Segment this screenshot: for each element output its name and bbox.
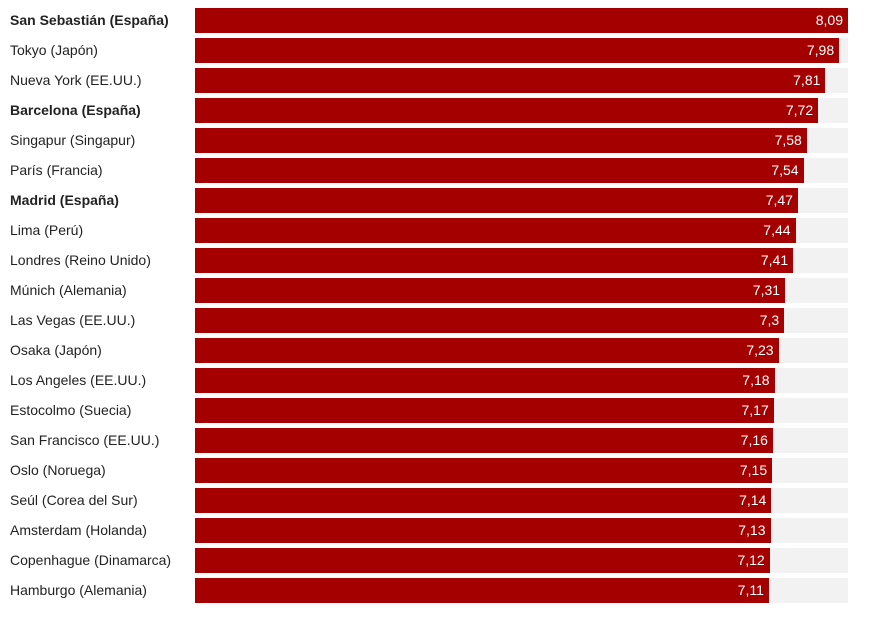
bar <box>195 398 774 423</box>
bar-row: Tokyo (Japón) 7,98 <box>0 38 882 63</box>
value-label: 7,3 <box>759 312 780 328</box>
value-label: 7,31 <box>752 282 781 298</box>
bar-row: Estocolmo (Suecia) 7,17 <box>0 398 882 423</box>
bar-row: Los Angeles (EE.UU.) 7,18 <box>0 368 882 393</box>
category-label: Singapur (Singapur) <box>10 132 136 148</box>
category-label: Osaka (Japón) <box>10 342 102 358</box>
bar <box>195 428 773 453</box>
bar-row: Singapur (Singapur) 7,58 <box>0 128 882 153</box>
category-label: Nueva York (EE.UU.) <box>10 72 142 88</box>
bar-row: París (Francia) 7,54 <box>0 158 882 183</box>
bar <box>195 548 770 573</box>
category-label: Madrid (España) <box>10 192 119 208</box>
bar <box>195 278 786 303</box>
bar-row: Osaka (Japón) 7,23 <box>0 338 882 363</box>
value-label: 7,44 <box>763 222 791 238</box>
value-label: 8,09 <box>815 12 843 28</box>
value-label: 7,13 <box>738 522 766 538</box>
value-label: 7,11 <box>737 582 764 598</box>
category-label: Lima (Perú) <box>10 222 84 238</box>
bar <box>195 188 798 213</box>
bar <box>195 578 769 603</box>
bar <box>195 248 794 273</box>
value-label: 7,58 <box>774 132 802 148</box>
value-label: 7,98 <box>806 42 835 58</box>
bar-row: Lima (Perú) 7,44 <box>0 218 882 243</box>
category-label: Londres (Reino Unido) <box>10 252 151 268</box>
bar-row: Seúl (Corea del Sur) 7,14 <box>0 488 882 513</box>
bar <box>195 98 819 123</box>
category-label: Las Vegas (EE.UU.) <box>10 312 136 328</box>
category-label: Oslo (Noruega) <box>10 462 106 478</box>
bar <box>195 38 840 63</box>
category-label: San Sebastián (España) <box>10 12 169 28</box>
value-label: 7,18 <box>742 372 770 388</box>
value-label: 7,54 <box>771 162 799 178</box>
category-label: Múnich (Alemania) <box>10 282 127 298</box>
bar-row: Nueva York (EE.UU.) 7,81 <box>0 68 882 93</box>
bar-row: San Francisco (EE.UU.) 7,16 <box>0 428 882 453</box>
category-label: Seúl (Corea del Sur) <box>10 492 138 508</box>
value-label: 7,15 <box>739 462 768 478</box>
bar <box>195 488 772 513</box>
category-label: Los Angeles (EE.UU.) <box>10 372 147 388</box>
category-label: Hamburgo (Alemania) <box>10 582 147 598</box>
bar-row: Barcelona (España) 7,72 <box>0 98 882 123</box>
bar-row: Las Vegas (EE.UU.) 7,3 <box>0 308 882 333</box>
value-label: 7,14 <box>739 492 767 508</box>
value-label: 7,81 <box>793 72 821 88</box>
category-label: Copenhague (Dinamarca) <box>10 552 172 568</box>
bar <box>195 368 775 393</box>
value-label: 7,12 <box>737 552 765 568</box>
bar-row: Múnich (Alemania) 7,31 <box>0 278 882 303</box>
bar <box>195 338 779 363</box>
category-label: Amsterdam (Holanda) <box>10 522 147 538</box>
value-label: 7,47 <box>765 192 793 208</box>
value-label: 7,72 <box>785 102 814 118</box>
bar-row: Londres (Reino Unido) 7,41 <box>0 248 882 273</box>
bar-row: Oslo (Noruega) 7,15 <box>0 458 882 483</box>
category-label: San Francisco (EE.UU.) <box>10 432 160 448</box>
bar <box>195 308 785 333</box>
bar <box>195 458 773 483</box>
bar <box>195 158 804 183</box>
value-label: 7,23 <box>746 342 774 358</box>
category-label: Tokyo (Japón) <box>10 42 98 58</box>
category-label: París (Francia) <box>10 162 103 178</box>
bar-row: Amsterdam (Holanda) 7,13 <box>0 518 882 543</box>
value-label: 7,16 <box>740 432 768 448</box>
value-label: 7,17 <box>741 402 769 418</box>
bar <box>195 68 826 93</box>
bar <box>195 518 771 543</box>
bar-row: Madrid (España) 7,47 <box>0 188 882 213</box>
bar-row: San Sebastián (España) 8,09 <box>0 8 882 33</box>
category-label: Estocolmo (Suecia) <box>10 402 132 418</box>
bar <box>195 218 796 243</box>
bar-row: Copenhague (Dinamarca) 7,12 <box>0 548 882 573</box>
bar <box>195 8 848 33</box>
bar <box>195 128 807 153</box>
bar-row: Hamburgo (Alemania) 7,11 <box>0 578 882 603</box>
value-label: 7,41 <box>760 252 789 268</box>
category-label: Barcelona (España) <box>10 102 141 118</box>
